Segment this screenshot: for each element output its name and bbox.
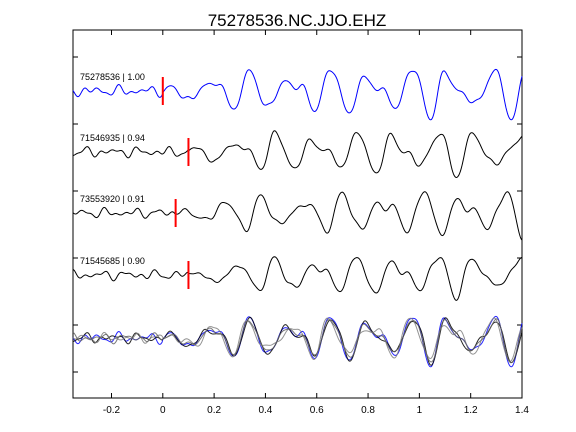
plot-area	[72, 29, 523, 399]
trace-line	[72, 191, 523, 241]
overlay-trace-line	[72, 315, 523, 368]
trace-label: 73553920 | 0.91	[80, 194, 145, 204]
x-tick-label: 1.2	[464, 405, 478, 416]
chart-title: 75278536.NC.JJO.EHZ	[208, 11, 387, 30]
trace-label: 71545685 | 0.90	[80, 256, 145, 266]
overlay-trace-line	[72, 317, 523, 362]
overlay-trace-line	[72, 316, 523, 366]
trace-line	[72, 256, 523, 301]
y-tick-marks	[73, 56, 522, 373]
overlay-trace-line	[72, 318, 523, 364]
trace-line	[72, 68, 523, 121]
trace-line	[72, 130, 523, 178]
x-tick-label: 0.4	[258, 405, 272, 416]
x-axis: -0.2 0 0.2 0.4 0.6 0.8 1 1.2 1.4	[103, 30, 529, 416]
x-tick-label: 0	[160, 405, 166, 416]
trace-label: 75278536 | 1.00	[80, 72, 145, 82]
x-tick-label: -0.2	[103, 405, 121, 416]
x-tick-label: 0.6	[310, 405, 324, 416]
x-tick-label: 1	[417, 405, 423, 416]
trace-label: 71546935 | 0.94	[80, 133, 145, 143]
x-tick-label: 0.2	[207, 405, 221, 416]
trace-group: 75278536 | 1.00 71546935 | 0.94 73553920 |…	[72, 68, 523, 368]
x-tick-label: 0.8	[361, 405, 375, 416]
x-tick-label: 1.4	[515, 405, 529, 416]
